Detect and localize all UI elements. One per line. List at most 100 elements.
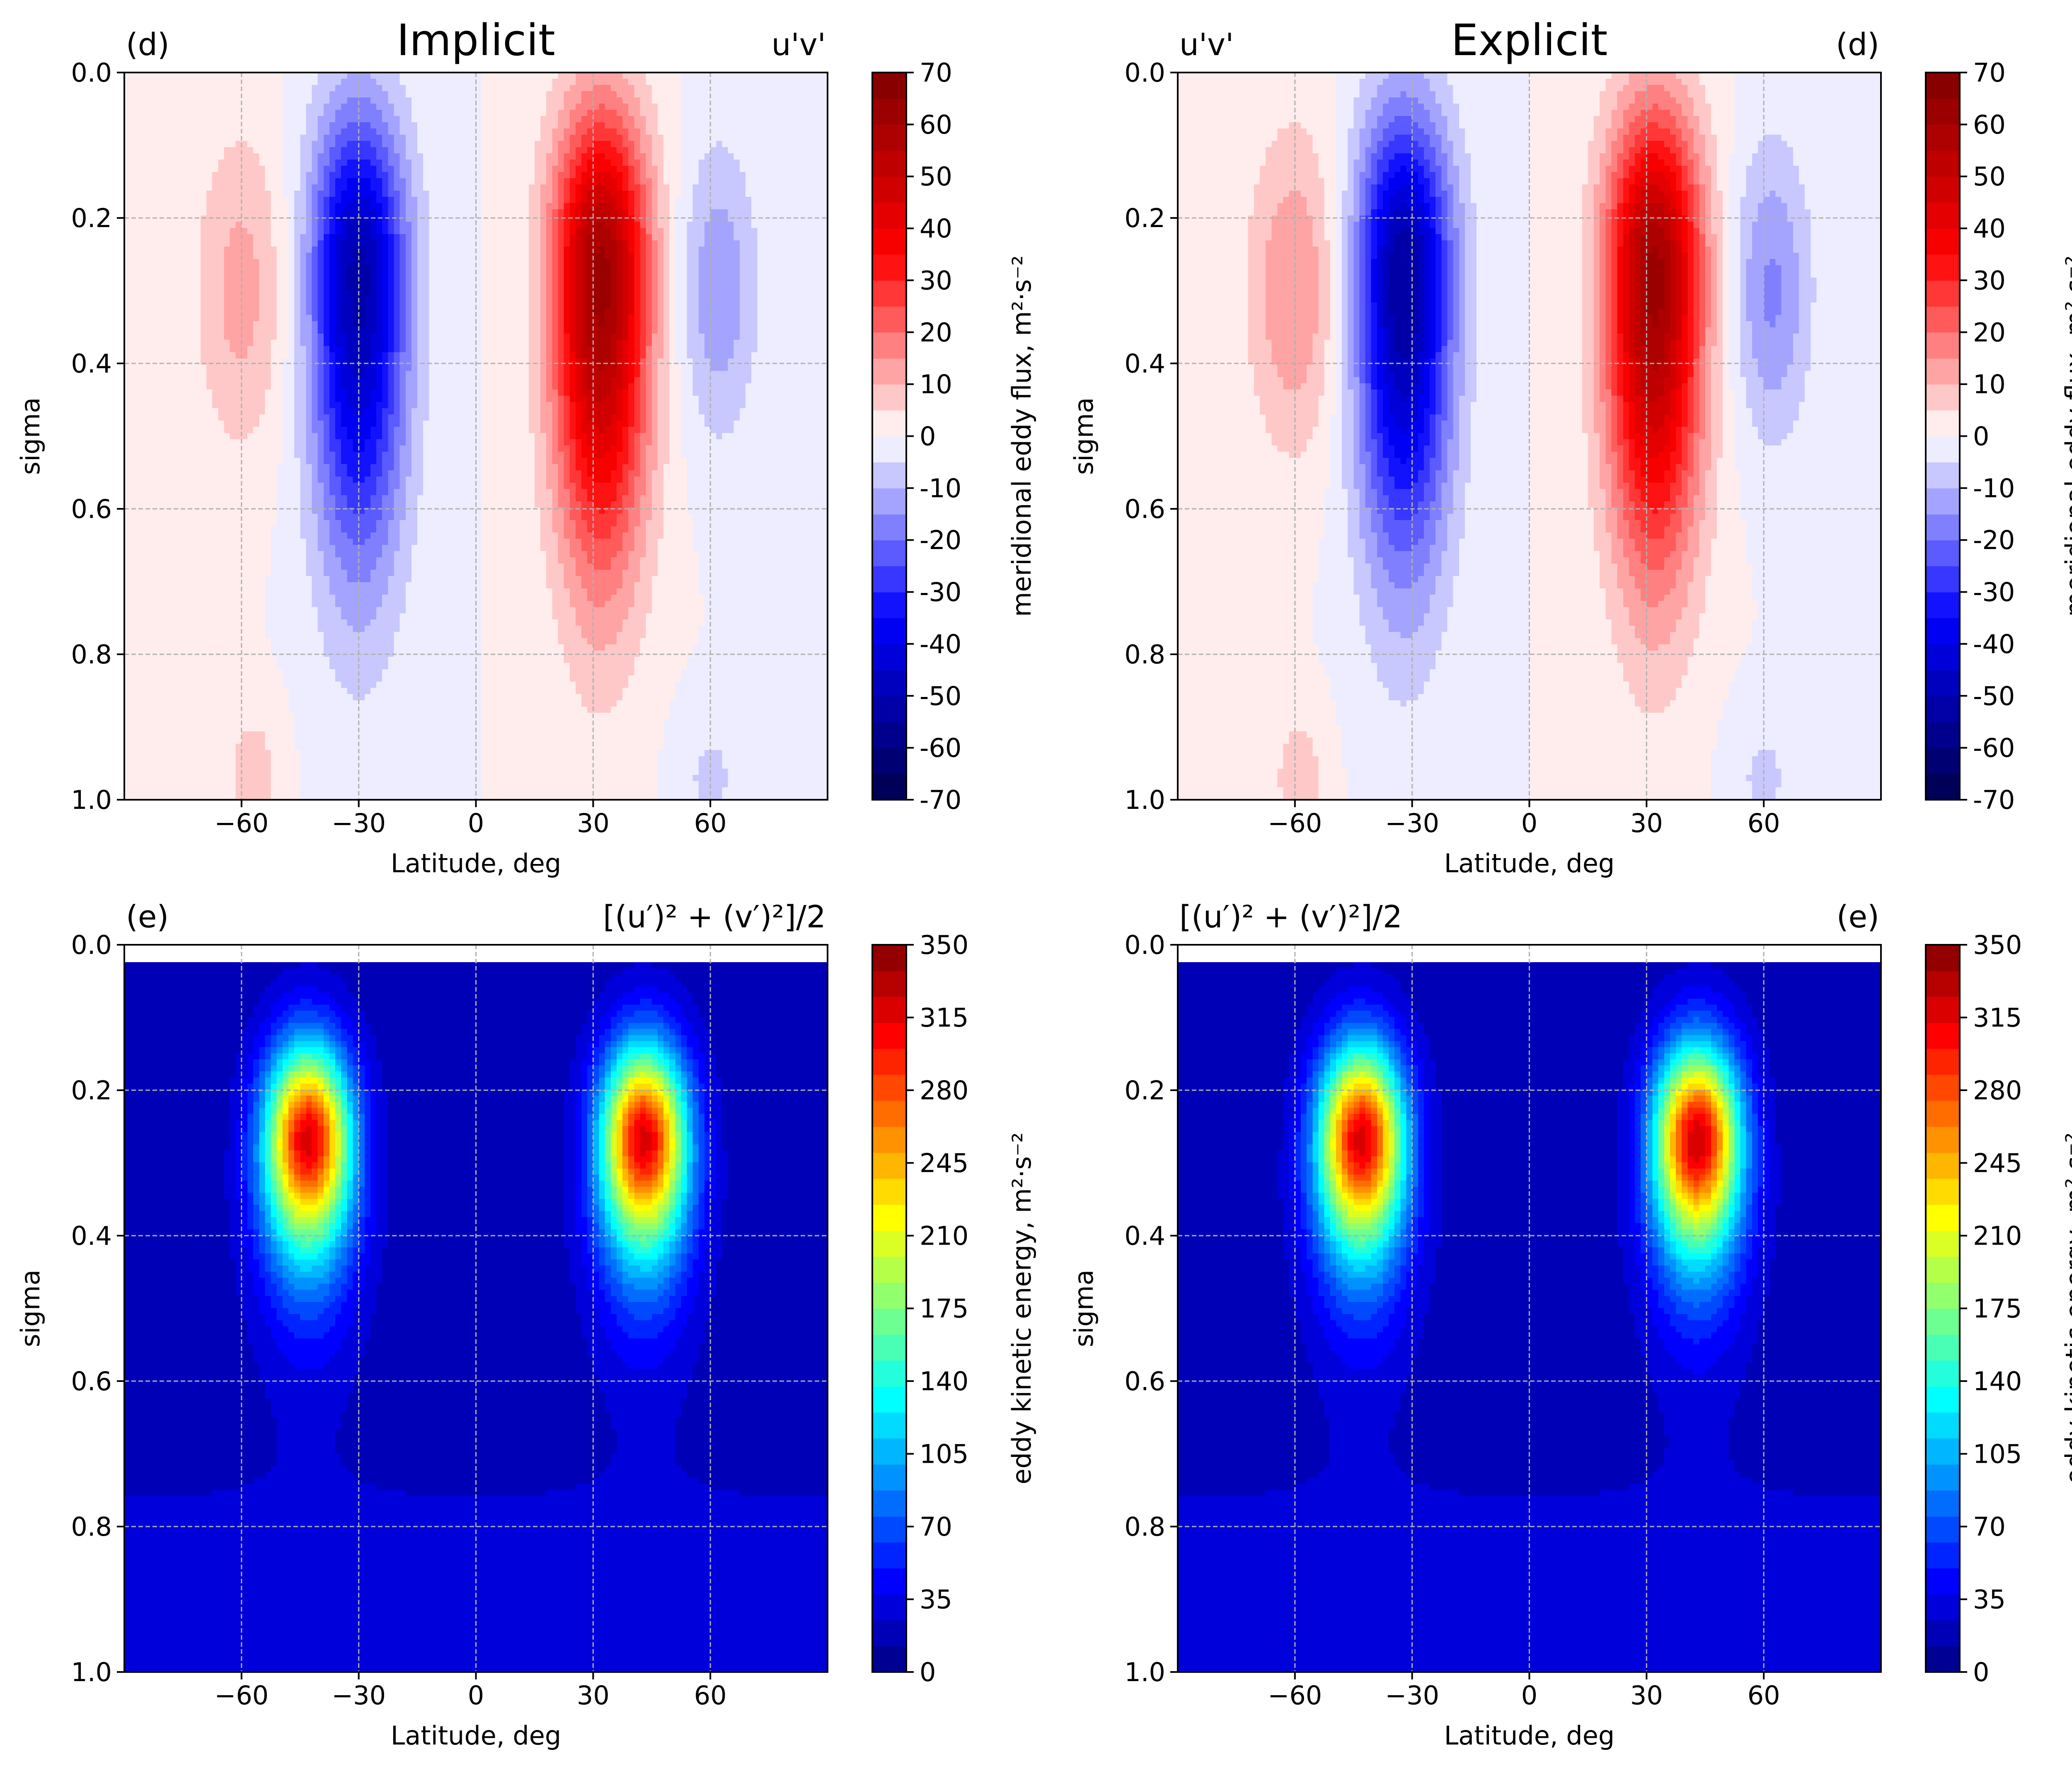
contour-cell <box>816 91 822 98</box>
contour-cell <box>611 97 617 104</box>
contour-cell <box>652 79 658 85</box>
contour-cell <box>136 97 142 104</box>
contour-cell <box>476 73 482 79</box>
contour-cell <box>628 79 634 85</box>
contour-cell <box>617 85 623 92</box>
contour-cell <box>699 97 705 104</box>
contour-cell <box>458 79 465 85</box>
contour-cell <box>294 79 300 85</box>
contour-cell <box>400 73 406 79</box>
contour-cell <box>740 85 746 92</box>
contour-cell <box>687 97 693 104</box>
contour-cell <box>183 79 189 85</box>
contour-cell <box>476 91 482 98</box>
contour-cell <box>464 97 470 104</box>
contour-cell <box>617 73 623 79</box>
contour-cell <box>622 91 629 98</box>
contour-cell <box>704 85 711 92</box>
contour-cell <box>693 73 699 79</box>
contour-cell <box>640 97 646 104</box>
contour-cell <box>201 73 207 79</box>
contour-cell <box>165 79 172 85</box>
contour-cell <box>599 97 605 104</box>
contour-cell <box>218 104 224 110</box>
contour-cell <box>130 91 136 98</box>
contour-cell <box>775 85 781 92</box>
contour-cell <box>704 97 711 104</box>
contour-cell <box>804 97 810 104</box>
contour-cell <box>564 79 570 85</box>
contour-cell <box>253 73 259 79</box>
contour-cell <box>212 91 218 98</box>
contour-cell <box>740 79 746 85</box>
contour-cell <box>558 73 564 79</box>
contour-cell <box>769 91 775 98</box>
contour-cell <box>353 91 359 98</box>
contour-cell <box>646 97 652 104</box>
contour-cell <box>458 97 465 104</box>
contour-cell <box>324 85 330 92</box>
contour-cell <box>189 85 195 92</box>
contour-cell <box>283 79 289 85</box>
contour-cell <box>669 85 675 92</box>
contour-cell <box>353 97 359 104</box>
contour-cell <box>681 73 687 79</box>
contour-cell <box>816 97 822 104</box>
contour-cell <box>646 73 652 79</box>
contour-cell <box>382 91 388 98</box>
contour-cell <box>318 97 324 104</box>
contour-cell <box>693 85 699 92</box>
contour-cell <box>148 104 154 110</box>
contour-cell <box>271 97 277 104</box>
contour-cell <box>570 85 576 92</box>
contour-cell <box>447 85 453 92</box>
contour-cell <box>593 79 599 85</box>
contour-cell <box>675 85 681 92</box>
contour-cell <box>804 79 810 85</box>
contour-cell <box>411 91 418 98</box>
contour-cell <box>482 97 488 104</box>
contour-cell <box>206 104 213 110</box>
contour-cell <box>370 73 377 79</box>
contour-cell <box>716 85 722 92</box>
contour-cell <box>242 97 248 104</box>
contour-cell <box>165 97 172 104</box>
contour-cell <box>447 79 453 85</box>
contour-cell <box>376 79 382 85</box>
contour-cell <box>435 73 441 79</box>
contour-cell <box>787 85 793 92</box>
contour-cell <box>734 91 740 98</box>
contour-cell <box>787 97 793 104</box>
contour-cell <box>781 79 787 85</box>
contour-cell <box>447 97 453 104</box>
contour-cell <box>265 97 271 104</box>
contour-cell <box>746 91 752 98</box>
contour-cell <box>605 73 611 79</box>
contour-cell <box>294 91 300 98</box>
contour-cell <box>394 97 400 104</box>
contour-cell <box>523 79 529 85</box>
contour-cell <box>722 85 729 92</box>
contour-cell <box>593 73 599 79</box>
contour-cell <box>464 73 470 79</box>
contour-cell <box>681 79 687 85</box>
contour-cell <box>429 79 435 85</box>
contour-cell <box>400 91 406 98</box>
contour-cell <box>394 73 400 79</box>
contour-cell <box>136 104 142 110</box>
contour-cell <box>576 73 582 79</box>
contour-cell <box>417 91 424 98</box>
contour-cell <box>810 97 816 104</box>
contour-cell <box>552 91 558 98</box>
contour-cell <box>728 85 734 92</box>
contour-cell <box>294 73 300 79</box>
contour-cell <box>464 79 470 85</box>
contour-cell <box>224 85 230 92</box>
contour-cell <box>306 91 312 98</box>
contour-cell <box>564 91 570 98</box>
contour-cell <box>740 91 746 98</box>
contour-cell <box>370 79 377 85</box>
contour-cell <box>775 97 781 104</box>
contour-cell <box>529 91 535 98</box>
contour-cell <box>417 79 424 85</box>
